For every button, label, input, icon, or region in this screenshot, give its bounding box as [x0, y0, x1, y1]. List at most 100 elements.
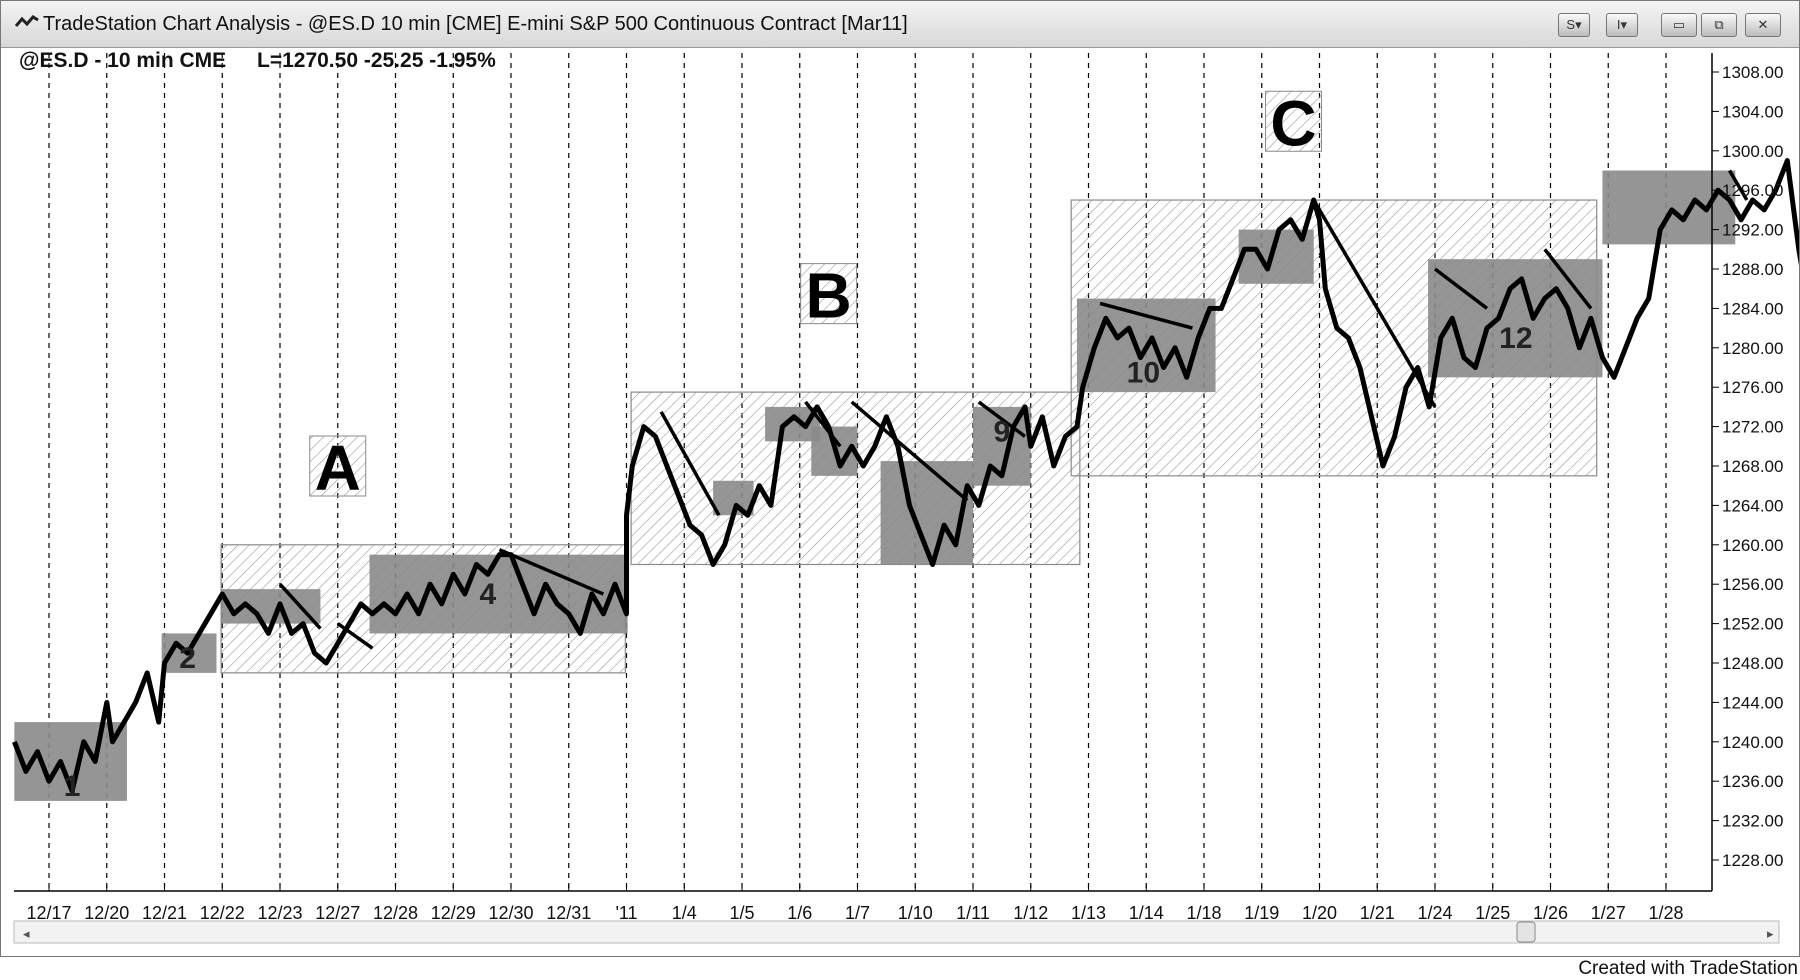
- y-tick-label: 1252.00: [1722, 615, 1783, 634]
- y-tick-label: 1256.00: [1722, 575, 1783, 594]
- horizontal-scrollbar[interactable]: ◂ ▸: [13, 920, 1780, 944]
- y-tick-label: 1304.00: [1722, 102, 1783, 121]
- x-tick-label: 1/21: [1360, 903, 1395, 923]
- letter-label-box: [800, 263, 858, 325]
- trend-line: [1312, 199, 1437, 408]
- y-tick-label: 1284.00: [1722, 299, 1783, 318]
- chart-window: TradeStation Chart Analysis - @ES.D 10 m…: [0, 0, 1800, 957]
- x-tick-label: 12/22: [200, 903, 245, 923]
- y-tick-label: 1280.00: [1722, 339, 1783, 358]
- trend-line: [278, 583, 322, 630]
- y-tick-label: 1296.00: [1722, 181, 1783, 200]
- shaded-range-box: [1428, 259, 1603, 378]
- x-tick-label: 1/7: [845, 903, 870, 923]
- time-axis: 12/17 12/20 12/21 12/22 12/23 12/27 12/28 12/29…: [26, 885, 1684, 923]
- y-tick-label: 1240.00: [1722, 733, 1783, 752]
- y-tick-label: 1228.00: [1722, 851, 1783, 870]
- box-number-label: 12: [1499, 322, 1532, 355]
- x-tick-label: 1/5: [729, 903, 754, 923]
- y-tick-label: 1264.00: [1722, 496, 1783, 515]
- price-axis: 1308.00 1304.00 1300.00 1296.00 1292.00 1288.…: [1712, 63, 1783, 870]
- x-tick-label: 1/27: [1591, 903, 1626, 923]
- x-tick-label: 1/14: [1129, 903, 1164, 923]
- box-number-label: 2: [179, 642, 196, 675]
- trend-line: [498, 548, 605, 596]
- chart-symbol: @ES.D - 10 min CME: [19, 49, 226, 72]
- letter-label-box: [309, 435, 367, 497]
- x-tick-label: 12/23: [257, 903, 302, 923]
- x-tick-label: 1/26: [1533, 903, 1568, 923]
- x-tick-label: 12/30: [488, 903, 533, 923]
- letter-label: A: [315, 432, 361, 504]
- box-number-label: 4: [480, 578, 497, 611]
- x-tick-label: 1/11: [956, 903, 990, 923]
- x-tick-label: 12/17: [26, 903, 71, 923]
- x-tick-label: 1/20: [1302, 903, 1337, 923]
- trend-line: [336, 622, 374, 650]
- y-tick-label: 1260.00: [1722, 536, 1783, 555]
- trend-line: [977, 400, 1027, 438]
- trend-line: [1728, 169, 1749, 201]
- box-number-label: 1: [64, 770, 81, 803]
- minimize-button[interactable]: ▭: [1661, 13, 1697, 37]
- y-tick-label: 1248.00: [1722, 654, 1783, 673]
- x-tick-label: 1/28: [1648, 903, 1683, 923]
- scroll-left-arrow-icon[interactable]: ◂: [23, 927, 30, 942]
- x-tick-label: 12/31: [546, 903, 591, 923]
- x-tick-label: 1/10: [898, 903, 933, 923]
- price-series: [12, 158, 1799, 794]
- x-tick-label: 1/6: [787, 903, 812, 923]
- letter-label-box: [1265, 90, 1323, 152]
- shaded-range-box: [1602, 170, 1736, 245]
- letter-label: C: [1270, 87, 1316, 159]
- x-tick-label: '11: [615, 903, 637, 923]
- box-number-label: 9: [994, 416, 1011, 449]
- y-tick-label: 1288.00: [1722, 260, 1783, 279]
- style-menu-button[interactable]: S▾: [1558, 13, 1590, 37]
- price-line: [12, 158, 1799, 794]
- y-tick-label: 1300.00: [1722, 142, 1783, 161]
- y-tick-label: 1292.00: [1722, 221, 1783, 240]
- restore-button[interactable]: ⧉: [1701, 13, 1737, 37]
- last-quote: L=1270.50 -25.25 -1.95%: [257, 49, 496, 72]
- x-tick-label: 12/29: [431, 903, 476, 923]
- x-tick-label: 12/27: [315, 903, 360, 923]
- trend-line: [1433, 267, 1489, 310]
- trend-line: [804, 400, 842, 448]
- shaded-range-box: [221, 589, 321, 624]
- trend-lines: [278, 169, 1749, 650]
- x-tick-label: 1/18: [1186, 903, 1221, 923]
- letter-label: B: [806, 260, 852, 332]
- y-tick-label: 1268.00: [1722, 457, 1783, 476]
- box-number-label: 10: [1127, 356, 1160, 389]
- tradestation-logo-icon: [15, 15, 39, 27]
- scroll-right-arrow-icon[interactable]: ▸: [1767, 927, 1774, 942]
- trend-line: [659, 410, 721, 517]
- x-tick-label: 12/28: [373, 903, 418, 923]
- y-tick-label: 1232.00: [1722, 812, 1783, 831]
- x-tick-label: 12/20: [84, 903, 129, 923]
- x-tick-label: 1/13: [1071, 903, 1106, 923]
- x-tick-label: 1/19: [1244, 903, 1279, 923]
- title-bar[interactable]: TradeStation Chart Analysis - @ES.D 10 m…: [1, 1, 1799, 48]
- indicator-menu-button[interactable]: I▾: [1606, 13, 1638, 37]
- x-tick-label: 1/24: [1417, 903, 1452, 923]
- y-tick-label: 1244.00: [1722, 693, 1783, 712]
- y-tick-label: 1308.00: [1722, 63, 1783, 82]
- x-tick-label: 1/12: [1013, 903, 1048, 923]
- scrollbar-track[interactable]: [13, 920, 1780, 944]
- x-tick-label: 1/25: [1475, 903, 1510, 923]
- footer-credit: Created with TradeStation: [1578, 958, 1798, 979]
- y-tick-label: 1276.00: [1722, 378, 1783, 397]
- y-tick-label: 1236.00: [1722, 772, 1783, 791]
- trend-line: [850, 400, 969, 502]
- trend-line: [1543, 248, 1593, 310]
- window-title: TradeStation Chart Analysis - @ES.D 10 m…: [43, 13, 908, 35]
- x-tick-label: 12/21: [142, 903, 187, 923]
- close-button[interactable]: ✕: [1745, 13, 1781, 37]
- trend-line: [1099, 301, 1193, 330]
- scrollbar-thumb[interactable]: [1516, 921, 1536, 943]
- x-tick-label: 1/4: [672, 903, 697, 923]
